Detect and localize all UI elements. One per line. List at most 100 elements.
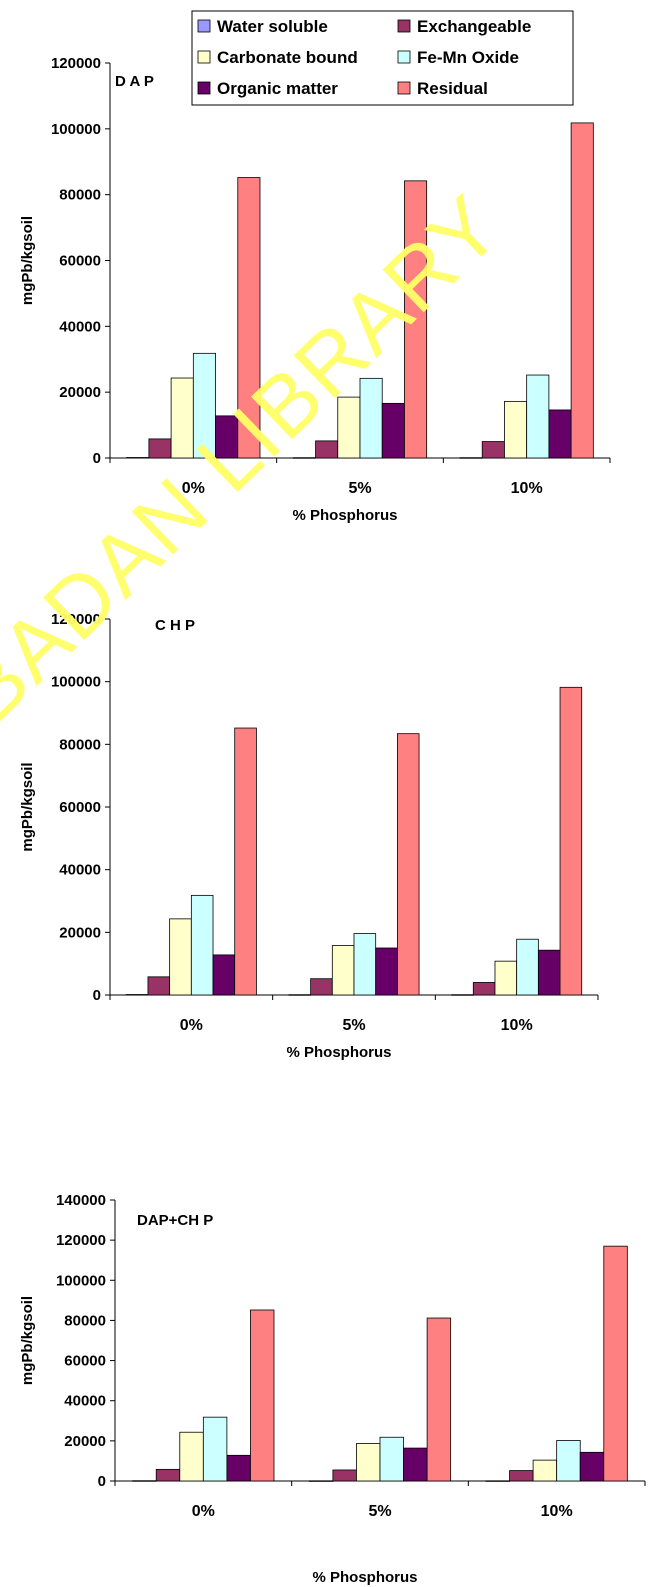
bar-exchangeable [315, 440, 339, 459]
bar-residual [426, 1317, 452, 1482]
y-tick-label: 80000 [59, 736, 101, 753]
y-tick-label: 0 [98, 1473, 106, 1490]
bar-organic-matter [548, 409, 572, 459]
y-tick-label: 100000 [51, 121, 101, 138]
legend-box [191, 10, 574, 106]
bar-water-soluble [288, 994, 312, 996]
chart-title: C H P [155, 617, 195, 634]
bar-fe-mn-oxide [190, 894, 214, 996]
legend-swatch [197, 19, 211, 33]
y-tick-label: 100000 [51, 674, 101, 691]
legend: Water soluble Exchangeable Carbonate bound… [191, 10, 574, 106]
bar-exchangeable [509, 1470, 534, 1482]
bar-water-soluble [132, 1480, 157, 1482]
bar-carbonate-bound [169, 918, 192, 996]
bar-fe-mn-oxide [353, 933, 377, 996]
bar-fe-mn-oxide [516, 938, 539, 996]
x-category-label: 0% [180, 1017, 203, 1034]
chart-2: 0 20000 40000 60000 80000 100000 120000 0% 5% 10%… [19, 611, 599, 1061]
bar-residual [603, 1245, 628, 1482]
chart-3: 0 20000 40000 60000 80000 100000 120000 140000 0… [19, 1192, 646, 1586]
y-tick-label: 20000 [64, 1433, 106, 1450]
y-tick-label: 20000 [59, 924, 101, 941]
bar-organic-matter [226, 1454, 251, 1482]
legend-label: Fe-Mn Oxide [417, 48, 519, 67]
y-tick-label: 40000 [59, 318, 101, 335]
bar-carbonate-bound [356, 1443, 381, 1482]
bar-residual [396, 733, 420, 996]
x-category-label: 5% [342, 1017, 365, 1034]
legend-label: Organic matter [217, 79, 338, 98]
legend-swatch [197, 81, 211, 95]
y-tick-label: 100000 [56, 1272, 106, 1289]
bar-water-soluble [125, 994, 149, 996]
bar-organic-matter [375, 947, 398, 996]
legend-label: Exchangeable [417, 17, 531, 36]
x-axis-label: % Phosphorus [292, 507, 397, 524]
x-category-label: 5% [368, 1503, 391, 1520]
x-axis-label: % Phosphorus [286, 1044, 391, 1061]
x-category-label: 0% [182, 480, 205, 497]
legend-swatch [397, 81, 411, 95]
bar-water-soluble [126, 457, 150, 459]
bar-organic-matter [212, 954, 236, 996]
bar-exchangeable [147, 976, 171, 996]
bar-water-soluble [459, 457, 483, 459]
x-category-label: 10% [501, 1017, 533, 1034]
x-category-label: 0% [192, 1503, 215, 1520]
y-tick-label: 80000 [64, 1312, 106, 1329]
bar-organic-matter [579, 1451, 605, 1482]
bar-exchangeable [481, 441, 505, 459]
bar-residual [559, 686, 583, 996]
bar-carbonate-bound [179, 1431, 204, 1482]
y-axis-label: mgPb/kgsoil [19, 1296, 36, 1385]
bar-water-soluble [485, 1480, 510, 1482]
bar-residual [234, 727, 257, 996]
chart-title: D A P [115, 73, 154, 90]
bar-carbonate-bound [532, 1459, 558, 1482]
charts-group: 0 20000 40000 60000 80000 100000 120000 0% 5% 10%… [19, 55, 646, 1586]
y-tick-label: 120000 [51, 55, 101, 72]
legend-swatch [397, 50, 411, 64]
y-tick-label: 0 [93, 450, 101, 467]
bar-organic-matter [381, 402, 405, 459]
y-tick-label: 120000 [56, 1232, 106, 1249]
bar-water-soluble [451, 994, 474, 996]
y-tick-label: 60000 [59, 799, 101, 816]
y-tick-label: 120000 [51, 611, 101, 628]
bar-fe-mn-oxide [526, 374, 550, 459]
y-tick-label: 140000 [56, 1192, 106, 1209]
legend-label: Residual [417, 79, 488, 98]
y-tick-label: 80000 [59, 187, 101, 204]
x-category-label: 10% [541, 1503, 573, 1520]
bar-carbonate-bound [504, 400, 528, 459]
chart-title: DAP+CH P [137, 1212, 213, 1229]
x-axis-label: % Phosphorus [312, 1569, 417, 1586]
y-tick-label: 60000 [64, 1353, 106, 1370]
bar-water-soluble [308, 1480, 334, 1482]
y-axis-label: mgPb/kgsoil [19, 762, 36, 851]
chart-1: 0 20000 40000 60000 80000 100000 120000 0% 5% 10%… [19, 55, 611, 524]
bar-residual [404, 180, 428, 459]
bar-exchangeable [155, 1468, 181, 1482]
bar-residual [570, 122, 594, 459]
bar-exchangeable [310, 978, 333, 996]
legend-label: Water soluble [217, 17, 328, 36]
bar-residual [250, 1309, 275, 1482]
bar-organic-matter [403, 1447, 428, 1482]
y-tick-label: 40000 [59, 862, 101, 879]
x-category-label: 5% [348, 480, 371, 497]
y-axis-label: mgPb/kgsoil [19, 216, 36, 305]
legend-label: Carbonate bound [217, 48, 358, 67]
bar-carbonate-bound [331, 945, 355, 996]
y-tick-label: 40000 [64, 1393, 106, 1410]
legend-swatch [397, 19, 411, 33]
bar-exchangeable [472, 982, 496, 996]
y-tick-label: 60000 [59, 253, 101, 270]
legend-swatch [197, 50, 211, 64]
bar-fe-mn-oxide [202, 1416, 228, 1482]
bar-fe-mn-oxide [192, 352, 216, 459]
bar-organic-matter [537, 949, 561, 996]
bar-fe-mn-oxide [379, 1436, 404, 1482]
